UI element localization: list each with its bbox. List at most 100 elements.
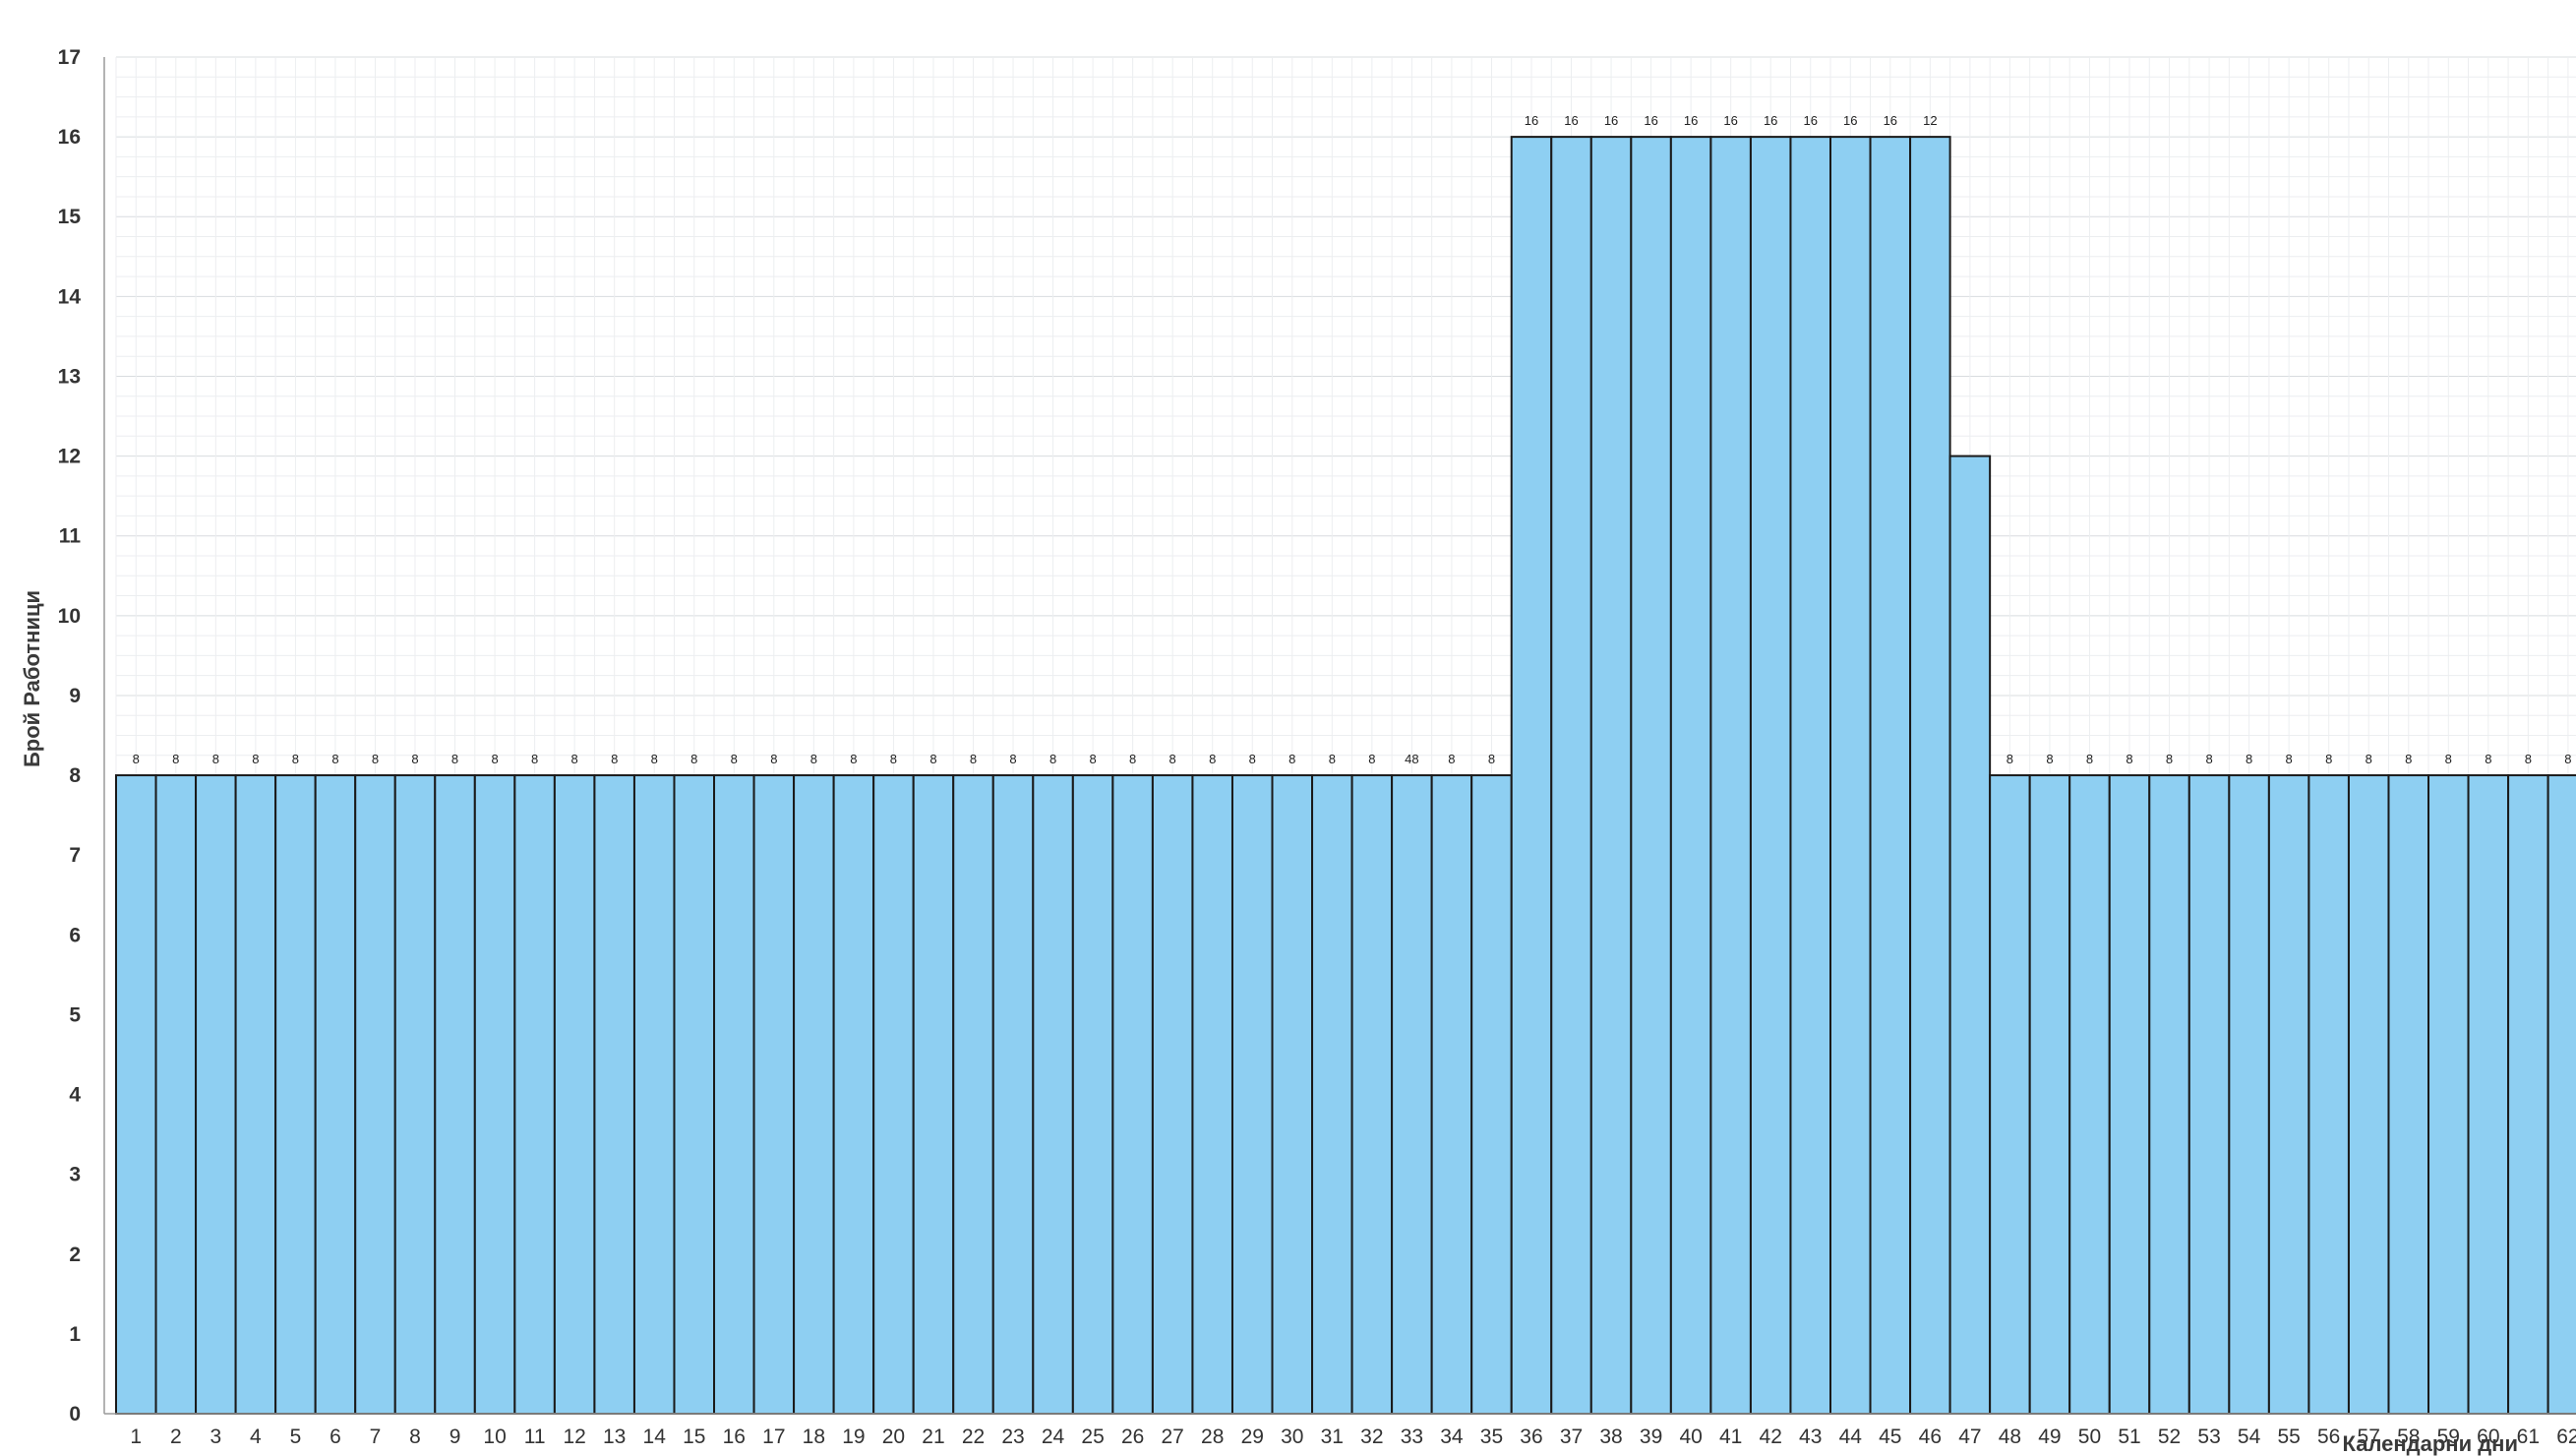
x-tick-label: 44 [1839, 1426, 1863, 1448]
x-tick-label: 53 [2197, 1426, 2220, 1448]
y-tick-label: 5 [69, 1003, 81, 1026]
data-label: 8 [2445, 752, 2452, 766]
x-tick-label: 27 [1161, 1426, 1183, 1448]
data-label: 8 [2086, 752, 2093, 766]
data-label: 8 [850, 752, 857, 766]
bar [2427, 774, 2470, 1415]
x-tick-label: 16 [723, 1426, 746, 1448]
x-tick-label: 54 [2238, 1426, 2261, 1448]
bar [2028, 774, 2071, 1415]
x-tick-label: 10 [483, 1426, 506, 1448]
bar [274, 774, 317, 1415]
data-label: 16 [1764, 113, 1777, 128]
x-tick-label: 50 [2078, 1426, 2101, 1448]
x-tick-label: 57 [2358, 1426, 2380, 1448]
x-tick-label: 58 [2397, 1426, 2420, 1448]
data-label: 16 [1525, 113, 1538, 128]
data-label: 16 [1644, 113, 1657, 128]
x-tick-label: 5 [290, 1426, 302, 1448]
x-tick-label: 61 [2517, 1426, 2540, 1448]
data-label: 8 [2525, 752, 2532, 766]
x-tick-label: 39 [1640, 1426, 1662, 1448]
data-label: 8 [133, 752, 140, 766]
data-label: 8 [1169, 752, 1176, 766]
x-tick-label: 22 [962, 1426, 985, 1448]
x-tick-label: 48 [1999, 1426, 2021, 1448]
bar [1869, 136, 1912, 1415]
x-tick-label: 13 [603, 1426, 626, 1448]
bar [1230, 774, 1274, 1415]
data-label: 8 [531, 752, 538, 766]
x-tick-label: 2 [170, 1426, 182, 1448]
x-tick-label: 17 [762, 1426, 785, 1448]
bar [2267, 774, 2310, 1415]
bar [1709, 136, 1752, 1415]
y-tick-label: 13 [58, 365, 81, 388]
x-tick-label: 45 [1879, 1426, 1901, 1448]
x-tick-label: 21 [922, 1426, 944, 1448]
data-label: 8 [2325, 752, 2332, 766]
bar [1589, 136, 1633, 1415]
bar [1630, 136, 1672, 1415]
x-tick-label: 55 [2277, 1426, 2300, 1448]
data-label: 8 [651, 752, 658, 766]
bar [1350, 774, 1394, 1415]
bar [154, 774, 198, 1415]
x-tick-label: 41 [1719, 1426, 1742, 1448]
data-label: 8 [2205, 752, 2212, 766]
y-tick-label: 7 [69, 844, 81, 867]
data-label: 8 [2126, 752, 2132, 766]
bar [1948, 455, 1992, 1415]
x-tick-label: 28 [1201, 1426, 1224, 1448]
bar [1191, 774, 1233, 1415]
bar [793, 774, 835, 1415]
data-label: 16 [1723, 113, 1737, 128]
data-label: 8 [212, 752, 219, 766]
x-tick-label: 37 [1560, 1426, 1583, 1448]
bar [713, 774, 755, 1415]
data-label: 8 [611, 752, 618, 766]
y-tick-label: 11 [59, 525, 82, 548]
y-tick-label: 4 [69, 1084, 81, 1107]
bar [354, 774, 396, 1415]
x-tick-label: 3 [210, 1426, 221, 1448]
x-tick-label: 32 [1360, 1426, 1383, 1448]
bar [1032, 774, 1074, 1415]
bar [434, 774, 476, 1415]
data-label: 8 [571, 752, 578, 766]
data-label: 8 [2046, 752, 2053, 766]
x-tick-label: 52 [2158, 1426, 2181, 1448]
data-label: 8 [1089, 752, 1096, 766]
data-label: 8 [2564, 752, 2571, 766]
y-tick-label: 14 [58, 285, 82, 308]
x-tick-label: 11 [524, 1426, 546, 1448]
data-label: 8 [1448, 752, 1455, 766]
x-tick-label: 6 [329, 1426, 341, 1448]
bar [2546, 774, 2576, 1415]
bar [393, 774, 437, 1415]
x-tick-label: 20 [882, 1426, 905, 1448]
y-tick-label: 8 [69, 764, 81, 787]
x-tick-label: 9 [449, 1426, 461, 1448]
bar [632, 774, 676, 1415]
bar [115, 774, 157, 1415]
bar [2347, 774, 2390, 1415]
data-label: 8 [1209, 752, 1216, 766]
y-tick-label: 0 [69, 1403, 81, 1426]
y-axis-title: Брой Работници [20, 590, 44, 767]
bar [832, 774, 875, 1415]
x-tick-label: 31 [1321, 1426, 1344, 1448]
x-tick-label: 51 [2118, 1426, 2140, 1448]
x-tick-label: 33 [1401, 1426, 1423, 1448]
bars [115, 136, 2576, 1415]
x-tick-label: 56 [2317, 1426, 2340, 1448]
bar [1111, 774, 1154, 1415]
bar [2387, 774, 2430, 1415]
bar [952, 774, 994, 1415]
data-label: 8 [970, 752, 977, 766]
bar [513, 774, 556, 1415]
data-label: 8 [2286, 752, 2293, 766]
data-label: 8 [172, 752, 179, 766]
x-tick-label: 40 [1679, 1426, 1702, 1448]
